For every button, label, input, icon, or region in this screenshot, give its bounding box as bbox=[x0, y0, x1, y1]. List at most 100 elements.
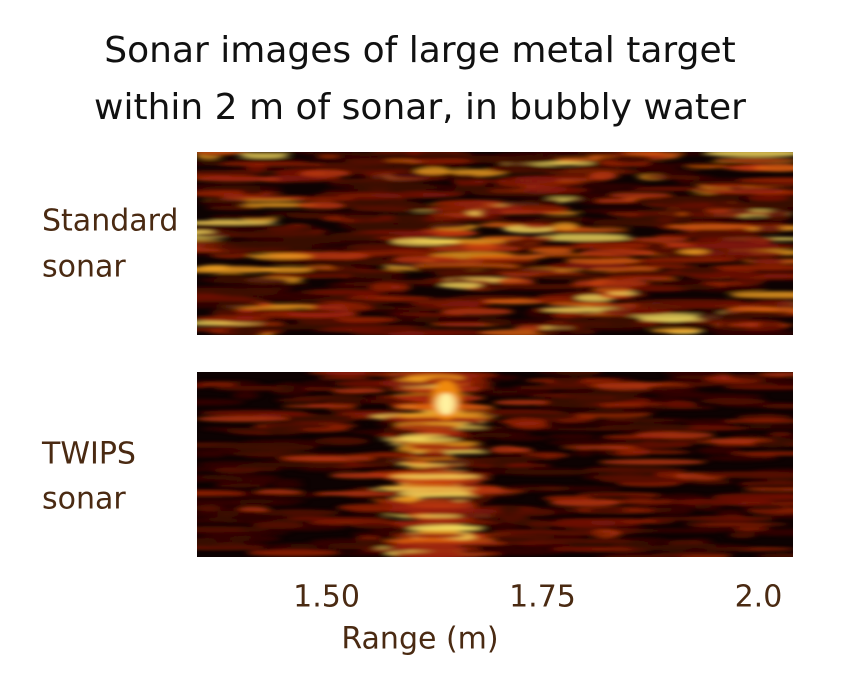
streak bbox=[219, 162, 325, 167]
streak bbox=[704, 455, 778, 461]
streak bbox=[302, 386, 339, 391]
streak bbox=[337, 192, 403, 200]
chart-title: Sonar images of large metal target bbox=[104, 30, 735, 71]
streak bbox=[559, 409, 657, 416]
streak bbox=[672, 498, 775, 506]
streak bbox=[360, 295, 432, 301]
panel-label: sonar bbox=[42, 250, 126, 285]
streak bbox=[396, 541, 460, 549]
streak bbox=[365, 372, 389, 375]
streak bbox=[197, 245, 292, 250]
streak bbox=[497, 277, 535, 286]
streak bbox=[434, 199, 504, 207]
streak bbox=[341, 152, 389, 157]
streak bbox=[197, 474, 281, 481]
streak bbox=[252, 459, 350, 468]
streak bbox=[197, 453, 228, 458]
streak bbox=[232, 391, 259, 400]
texture bbox=[197, 152, 793, 335]
streak bbox=[751, 257, 784, 265]
streak bbox=[414, 216, 511, 222]
streak bbox=[500, 484, 573, 492]
streak bbox=[688, 250, 785, 259]
streak bbox=[693, 236, 777, 244]
streak bbox=[198, 233, 244, 237]
streak bbox=[527, 274, 594, 281]
streak bbox=[657, 162, 736, 167]
streak bbox=[572, 279, 649, 287]
streak bbox=[265, 211, 363, 216]
streak bbox=[604, 418, 688, 422]
streak bbox=[197, 383, 212, 389]
streak bbox=[606, 192, 673, 198]
streak bbox=[689, 479, 733, 485]
streak bbox=[488, 268, 558, 274]
streak bbox=[479, 208, 504, 217]
streak bbox=[433, 270, 503, 278]
streak bbox=[197, 220, 279, 225]
streak bbox=[754, 164, 793, 172]
streak bbox=[369, 283, 401, 292]
streak bbox=[578, 183, 647, 188]
streak bbox=[282, 236, 383, 244]
streak bbox=[234, 506, 270, 512]
streak bbox=[694, 313, 754, 321]
streak bbox=[480, 412, 571, 418]
streak bbox=[391, 309, 432, 314]
streak bbox=[350, 205, 411, 212]
streak bbox=[547, 302, 613, 307]
streak bbox=[514, 174, 605, 181]
streak bbox=[314, 303, 373, 312]
streak bbox=[634, 196, 740, 204]
streak bbox=[694, 242, 793, 251]
streak bbox=[228, 535, 281, 543]
streak bbox=[655, 393, 764, 399]
streak bbox=[515, 385, 599, 390]
streak bbox=[487, 217, 585, 225]
streak bbox=[391, 417, 496, 423]
streak bbox=[683, 522, 789, 526]
streak bbox=[626, 298, 729, 307]
streak bbox=[737, 414, 793, 420]
streak bbox=[439, 282, 483, 289]
streak bbox=[239, 439, 335, 447]
streak bbox=[440, 185, 528, 191]
streak bbox=[428, 206, 484, 213]
streak bbox=[548, 422, 619, 426]
streak bbox=[724, 418, 793, 424]
streak bbox=[746, 195, 789, 201]
streak bbox=[197, 415, 290, 422]
sonar-image bbox=[197, 372, 793, 557]
streak bbox=[375, 394, 479, 399]
streak bbox=[546, 262, 593, 270]
streak bbox=[228, 478, 304, 483]
streak bbox=[252, 521, 305, 529]
streak bbox=[374, 279, 464, 284]
streak bbox=[312, 328, 385, 332]
streak bbox=[646, 385, 699, 393]
streak bbox=[479, 235, 532, 240]
streak bbox=[253, 489, 304, 494]
streak bbox=[533, 328, 592, 335]
streak bbox=[197, 399, 245, 406]
streak bbox=[349, 522, 398, 529]
streak bbox=[676, 283, 719, 291]
streak bbox=[427, 245, 522, 253]
streak bbox=[216, 427, 288, 433]
streak bbox=[393, 424, 458, 431]
streak bbox=[550, 376, 584, 384]
streak bbox=[670, 217, 693, 226]
streak bbox=[704, 184, 744, 188]
streak bbox=[485, 299, 546, 305]
streak bbox=[677, 266, 722, 274]
x-axis-label: Range (m) bbox=[341, 622, 498, 657]
streak bbox=[466, 156, 562, 164]
chart-title: within 2 m of sonar, in bubbly water bbox=[94, 87, 746, 128]
streak bbox=[405, 443, 450, 448]
streak bbox=[579, 249, 655, 257]
texture bbox=[197, 372, 793, 557]
streak bbox=[308, 167, 418, 172]
streak bbox=[715, 157, 793, 162]
streak bbox=[410, 300, 492, 307]
